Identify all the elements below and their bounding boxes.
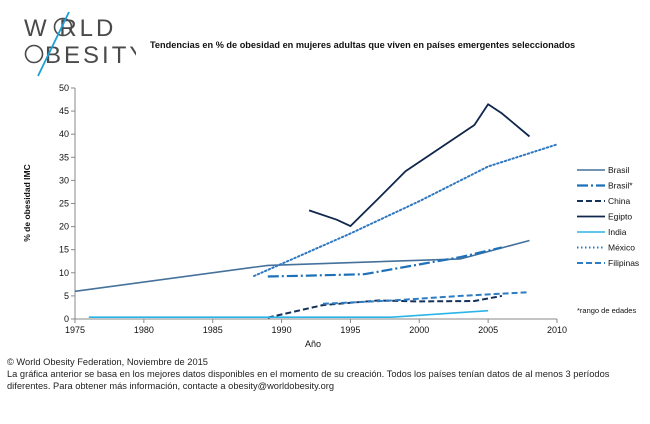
y-axis-label: % de obesidad IMC	[22, 164, 32, 241]
chart-note: *rango de edades	[577, 306, 636, 315]
legend-label-filipinas: Filipinas	[608, 258, 639, 268]
legend: Brasil Brasil* China Egipto India México Filip…	[577, 165, 639, 268]
x-tick-label: 1980	[134, 325, 154, 335]
chart-axes: 0 5 10 15 20 25 30 35 40 45 50 1975 1980 1985 1990 1995…	[59, 83, 567, 335]
x-tick-label: 1975	[65, 325, 85, 335]
footer-note-line1: La gráfica anterior se basa en los mejor…	[7, 369, 610, 379]
legend-label-india: India	[608, 227, 627, 237]
y-tick-label: 35	[59, 152, 69, 162]
series-line-china	[267, 294, 503, 319]
y-tick-label: 25	[59, 199, 69, 209]
world-obesity-logo: W RLD BESITY	[24, 10, 145, 82]
legend-label-egipto: Egipto	[608, 212, 632, 222]
logo-text-line1: W RLD	[24, 15, 116, 42]
legend-label-brasil: Brasil	[608, 165, 629, 175]
series-line-egipto	[308, 103, 531, 227]
y-tick-label: 45	[59, 106, 69, 116]
y-tick-label: 15	[59, 245, 69, 255]
legend-label-mxico: México	[608, 243, 635, 253]
logo-text-line2: BESITY	[45, 42, 136, 69]
x-tick-label: 1990	[272, 325, 292, 335]
y-tick-label: 40	[59, 129, 69, 139]
y-tick-label: 0	[64, 314, 69, 324]
legend-label-brasil-alt: Brasil*	[608, 181, 633, 191]
legend-label-china: China	[608, 196, 630, 206]
y-tick-label: 10	[59, 268, 69, 278]
x-tick-label: 2010	[547, 325, 567, 335]
x-tick-label: 2005	[478, 325, 498, 335]
footer: © World Obesity Federation, Noviembre de…	[7, 356, 643, 392]
series-line-filipinas	[322, 291, 530, 305]
footer-note-line2: diferentes. Para obtener más información…	[7, 381, 335, 391]
y-tick-label: 50	[59, 83, 69, 93]
x-tick-label: 1985	[203, 325, 223, 335]
series-line-india	[88, 309, 489, 318]
x-tick-label: 2000	[409, 325, 429, 335]
chart-title: Tendencias en % de obesidad en mujeres a…	[150, 40, 576, 50]
series-line-brasil-alt	[267, 246, 503, 278]
x-axis-label: Año	[305, 339, 321, 349]
series-line-mxico	[253, 143, 558, 277]
series-layer	[74, 103, 558, 319]
y-tick-label: 20	[59, 222, 69, 232]
copyright-text: © World Obesity Federation, Noviembre de…	[7, 357, 208, 367]
x-tick-label: 1995	[340, 325, 360, 335]
y-tick-label: 5	[64, 291, 69, 301]
series-line-brasil	[74, 239, 530, 293]
y-tick-label: 30	[59, 175, 69, 185]
